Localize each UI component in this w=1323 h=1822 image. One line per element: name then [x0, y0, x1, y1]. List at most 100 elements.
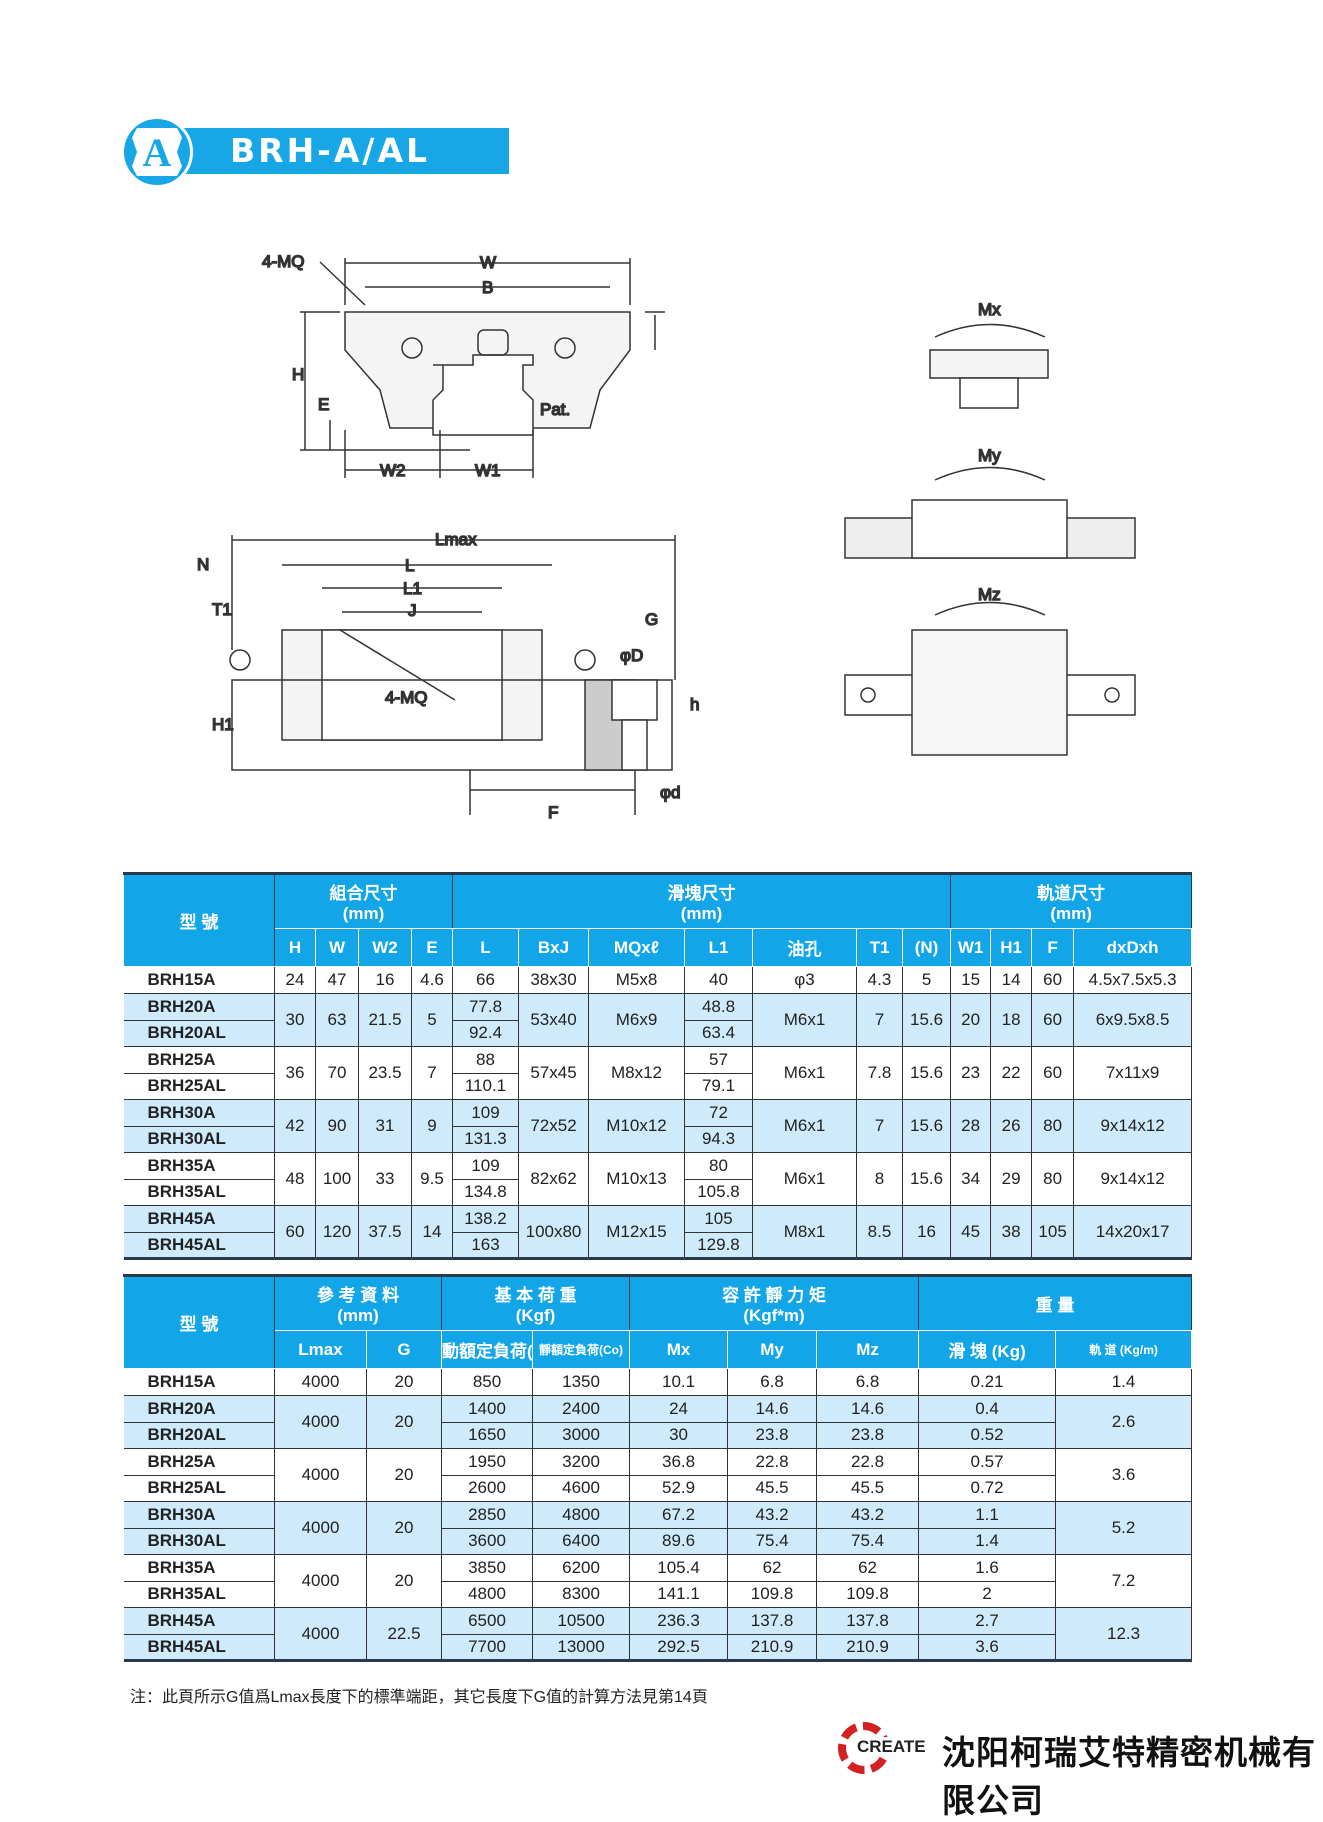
group-header: 軌道尺寸 (mm) [950, 873, 1193, 929]
group-unit: (mm) [1050, 904, 1092, 923]
C0-cell: 2400 [532, 1395, 631, 1423]
model-cell: BRH15A [123, 1368, 275, 1396]
Mz-cell: 75.4 [816, 1527, 920, 1555]
table-row: BRH15A 24 47 16 4.6 66 38x30 M5x8 40 φ3 4.3 5 15 14 60… [123, 966, 1193, 994]
C0-cell: 13000 [532, 1633, 631, 1661]
C0-cell: 8300 [532, 1580, 631, 1608]
L-cell: 138.2 [452, 1205, 519, 1233]
model-cell: BRH45AL [123, 1231, 275, 1259]
F-cell: 80 [1031, 1152, 1075, 1206]
label-phi-small-d: φd [660, 783, 680, 802]
C-cell: 7700 [441, 1633, 534, 1661]
G-cell: 20 [365, 1554, 443, 1608]
model-cell: BRH20AL [123, 1019, 275, 1047]
table-row: BRH30A 42 90 31 9 109 72x52 M10x12 72 M6x1 7 15.6 28… [123, 1099, 1193, 1153]
group-unit: (mm) [680, 904, 723, 923]
H-cell: 24 [274, 966, 316, 994]
F-cell: 60 [1031, 966, 1075, 994]
F-cell: 105 [1031, 1205, 1075, 1259]
column-header: 動額定負荷(C) [441, 1330, 534, 1369]
H1-cell: 29 [990, 1152, 1033, 1206]
Mx-cell: 67.2 [629, 1501, 729, 1529]
E-cell: 5 [411, 993, 453, 1047]
model-cell: BRH25A [123, 1046, 275, 1074]
label-4mq: 4-MQ [262, 252, 305, 271]
logo-letter: A [132, 128, 182, 176]
L1-cell: 105 [684, 1205, 753, 1233]
group-title: 軌道尺寸 [1037, 884, 1106, 903]
W2-cell: 21.5 [358, 993, 412, 1047]
W-cell: 90 [315, 1099, 359, 1153]
BxJ-cell: 100x80 [518, 1205, 589, 1259]
F-cell: 80 [1031, 1099, 1075, 1153]
oil-cell: M6x1 [752, 993, 857, 1047]
Mz-cell: 62 [816, 1554, 920, 1582]
table-row: BRH30AL 131.3 94.3 [123, 1125, 1192, 1153]
N-cell: 16 [901, 1205, 952, 1259]
table-row: BRH45AL 163 129.8 [123, 1231, 1192, 1259]
column-header: W [315, 928, 359, 967]
Mx-cell: 141.1 [629, 1580, 729, 1608]
H1-cell: 22 [990, 1046, 1033, 1100]
G-cell: 20 [365, 1501, 443, 1555]
group-title: 容 許 靜 力 矩 [722, 1286, 826, 1305]
model-cell: BRH45A [123, 1205, 275, 1233]
Mx-cell: 36.8 [629, 1448, 729, 1476]
moment-mx-drawing [929, 323, 1049, 409]
F-cell: 60 [1031, 1046, 1075, 1100]
W1-cell: 15 [950, 966, 992, 994]
moment-my-drawing [844, 466, 1136, 559]
column-header: Mx [629, 1330, 729, 1369]
column-header: L1 [684, 928, 753, 967]
Mx-cell: 105.4 [629, 1554, 729, 1582]
H1-cell: 14 [990, 966, 1033, 994]
side-view-drawing [229, 535, 676, 815]
My-cell: 23.8 [727, 1421, 818, 1449]
group-header: 滑塊尺寸 (mm) [451, 873, 952, 929]
H-cell: 30 [274, 993, 316, 1047]
L1-cell: 80 [684, 1152, 753, 1180]
rail-cell: 5.2 [1055, 1501, 1193, 1555]
column-header: F [1031, 928, 1075, 967]
table-row: BRH35A 48 100 33 9.5 109 82x62 M10x13 80 M6x1 8 15.… [123, 1152, 1193, 1206]
T1-cell: 7 [856, 1099, 903, 1153]
My-cell: 22.8 [727, 1448, 818, 1476]
group-unit: (Kgf) [515, 1306, 556, 1325]
C-cell: 2850 [441, 1501, 534, 1529]
group-header: 基 本 荷 重 (Kgf) [441, 1275, 631, 1331]
model-cell: BRH15A [123, 966, 275, 994]
oil-cell: M8x1 [752, 1205, 857, 1259]
brand-logo: A [121, 116, 193, 188]
column-header: H1 [990, 928, 1033, 967]
block-cell: 1.4 [918, 1527, 1057, 1555]
table-row: BRH45A 4000 22.5 6500 10500 236.3 137.8 137.8 2.… [123, 1607, 1193, 1661]
H-cell: 48 [274, 1152, 316, 1206]
H1-cell: 26 [990, 1099, 1033, 1153]
T1-cell: 7 [856, 993, 903, 1047]
L-cell: 88 [452, 1046, 519, 1074]
BxJ-cell: 53x40 [518, 993, 589, 1047]
block-cell: 0.4 [918, 1395, 1057, 1423]
table-row: BRH20A 30 63 21.5 5 77.8 53x40 M6x9 48.8 M6x1 7 15.… [123, 993, 1193, 1047]
C-cell: 6500 [441, 1607, 534, 1635]
column-header: G [365, 1330, 443, 1369]
rail-cell: 1.4 [1055, 1368, 1193, 1396]
L-cell: 163 [452, 1231, 519, 1259]
column-header: Mz [816, 1330, 920, 1369]
BxJ-cell: 57x45 [518, 1046, 589, 1100]
C0-cell: 4800 [532, 1501, 631, 1529]
model-header: 型 號 [123, 873, 275, 967]
L-cell: 66 [452, 966, 519, 994]
N-cell: 5 [901, 966, 952, 994]
Mz-cell: 45.5 [816, 1474, 920, 1502]
L1-cell: 40 [684, 966, 753, 994]
label-l1: L1 [403, 579, 422, 598]
Mz-cell: 43.2 [816, 1501, 920, 1529]
C0-cell: 3200 [532, 1448, 631, 1476]
C0-cell: 3000 [532, 1421, 631, 1449]
label-my: My [978, 446, 1001, 465]
model-cell: BRH25AL [123, 1474, 275, 1502]
model-cell: BRH35A [123, 1152, 275, 1180]
model-cell: BRH20A [123, 993, 275, 1021]
label-w2: W2 [380, 461, 406, 480]
